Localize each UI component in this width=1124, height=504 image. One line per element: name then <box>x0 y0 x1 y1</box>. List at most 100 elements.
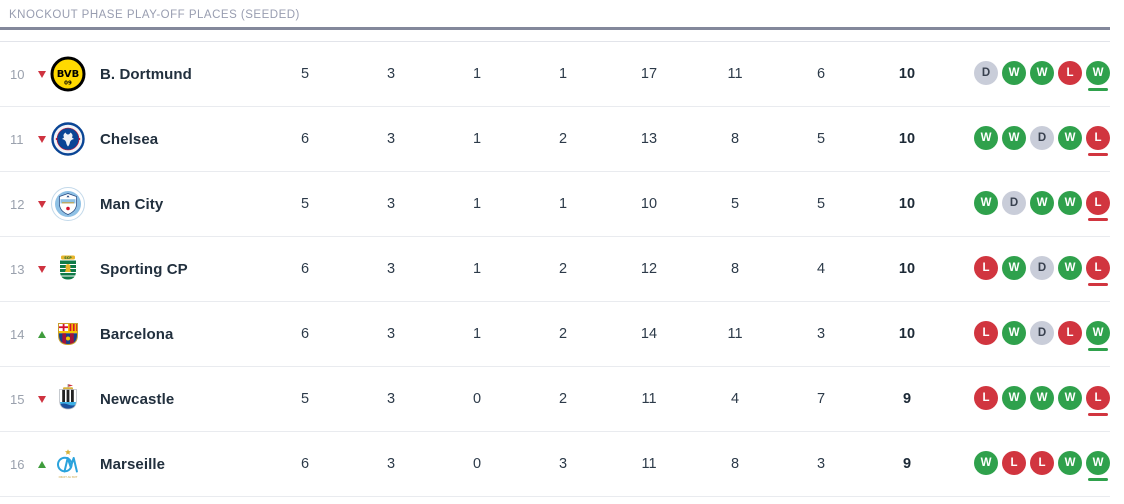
table-row[interactable]: 10 BVB 09 B. Dortmund 5 3 1 1 17 11 6 10 … <box>0 42 1110 107</box>
stat-drawn: 1 <box>472 326 482 342</box>
form-result-l-icon: L <box>1002 451 1026 475</box>
position-number: 16 <box>10 456 25 472</box>
team-name: Chelsea <box>100 130 159 148</box>
form-result-w-icon: W <box>1086 321 1110 351</box>
stat-played: 6 <box>300 456 310 472</box>
stat-goals-against: 8 <box>730 456 740 472</box>
stat-won: 3 <box>386 196 396 212</box>
movement-down-arrow-icon <box>34 395 50 403</box>
stat-goal-difference: 3 <box>816 326 826 342</box>
stat-played: 6 <box>300 131 310 147</box>
stat-goals-for: 11 <box>641 391 657 407</box>
form-result-d-icon: D <box>1002 191 1026 215</box>
stat-goals-against: 8 <box>730 131 740 147</box>
stat-goals-for: 13 <box>640 131 658 147</box>
form-result-w-icon: W <box>974 451 998 475</box>
movement-down-arrow-icon <box>34 200 50 208</box>
stat-lost: 2 <box>558 131 568 147</box>
section-title: KNOCKOUT PHASE PLAY-OFF PLACES (SEEDED) <box>9 9 300 21</box>
stat-lost: 2 <box>558 261 568 277</box>
stat-drawn: 1 <box>472 196 482 212</box>
team-name: Man City <box>100 195 164 213</box>
form-result-l-icon: L <box>974 386 998 410</box>
dortmund-badge: BVB 09 <box>50 56 86 92</box>
stat-goals-for: 17 <box>640 66 658 82</box>
svg-text:SCP: SCP <box>64 256 72 260</box>
stat-goal-difference: 7 <box>816 391 826 407</box>
stat-points: 10 <box>898 261 916 277</box>
stat-points: 10 <box>898 66 916 82</box>
form-result-w-icon: W <box>1030 61 1054 85</box>
position-number: 10 <box>10 66 25 82</box>
stat-goals-against: 5 <box>730 196 740 212</box>
stat-lost: 2 <box>558 391 568 407</box>
form-result-w-icon: W <box>1030 386 1054 410</box>
form-result-l-icon: L <box>1086 386 1110 416</box>
form-result-l-icon: L <box>1086 191 1110 221</box>
standings-table: 10 BVB 09 B. Dortmund 5 3 1 1 17 11 6 10 … <box>0 41 1110 497</box>
stat-won: 3 <box>386 131 396 147</box>
form-result-d-icon: D <box>1030 126 1054 150</box>
stat-played: 5 <box>300 391 310 407</box>
stat-played: 6 <box>300 261 310 277</box>
form-result-w-icon: W <box>1086 61 1110 91</box>
form-result-l-icon: L <box>1058 321 1082 345</box>
form-result-l-icon: L <box>974 321 998 345</box>
man-city-badge <box>50 186 86 222</box>
form-result-w-icon: W <box>1002 256 1026 280</box>
form-result-d-icon: D <box>974 61 998 85</box>
position-number: 13 <box>10 261 25 277</box>
position-number: 15 <box>10 391 25 407</box>
stat-goals-against: 11 <box>727 326 743 342</box>
stat-points: 9 <box>902 391 912 407</box>
position-number: 11 <box>10 131 24 147</box>
stat-points: 10 <box>898 196 916 212</box>
stat-goals-for: 11 <box>641 456 657 472</box>
stat-played: 6 <box>300 326 310 342</box>
form-result-w-icon: W <box>1002 321 1026 345</box>
stat-won: 3 <box>386 261 396 277</box>
stat-played: 5 <box>300 66 310 82</box>
stat-goal-difference: 6 <box>816 66 826 82</box>
stat-goal-difference: 5 <box>816 131 826 147</box>
stat-goals-against: 4 <box>730 391 740 407</box>
stat-goals-for: 14 <box>640 326 658 342</box>
stat-lost: 3 <box>558 456 568 472</box>
stat-drawn: 1 <box>472 261 482 277</box>
stat-won: 3 <box>386 326 396 342</box>
form-result-w-icon: W <box>1002 61 1026 85</box>
position-number: 14 <box>10 326 25 342</box>
stat-lost: 1 <box>558 66 568 82</box>
stat-points: 10 <box>898 131 916 147</box>
form-result-d-icon: D <box>1030 321 1054 345</box>
newcastle-badge <box>50 381 86 417</box>
form-result-w-icon: W <box>1002 386 1026 410</box>
stat-won: 3 <box>386 66 396 82</box>
movement-down-arrow-icon <box>34 265 50 273</box>
svg-text:09: 09 <box>64 81 72 87</box>
marseille-badge: DROIT AU BUT <box>50 446 86 482</box>
svg-text:DROIT AU BUT: DROIT AU BUT <box>59 475 78 479</box>
stat-points: 10 <box>898 326 916 342</box>
table-row[interactable]: 16 DROIT AU BUT Marseille 6 3 0 3 11 8 3… <box>0 432 1110 497</box>
stat-goals-against: 11 <box>727 66 743 82</box>
form-result-l-icon: L <box>1058 61 1082 85</box>
form-result-l-icon: L <box>974 256 998 280</box>
stat-goals-against: 8 <box>730 261 740 277</box>
form-result-w-icon: W <box>1030 191 1054 215</box>
team-name: Newcastle <box>100 390 175 408</box>
stat-drawn: 0 <box>472 391 482 407</box>
team-name: Sporting CP <box>100 260 188 278</box>
standings-widget: KNOCKOUT PHASE PLAY-OFF PLACES (SEEDED) … <box>0 9 1110 497</box>
